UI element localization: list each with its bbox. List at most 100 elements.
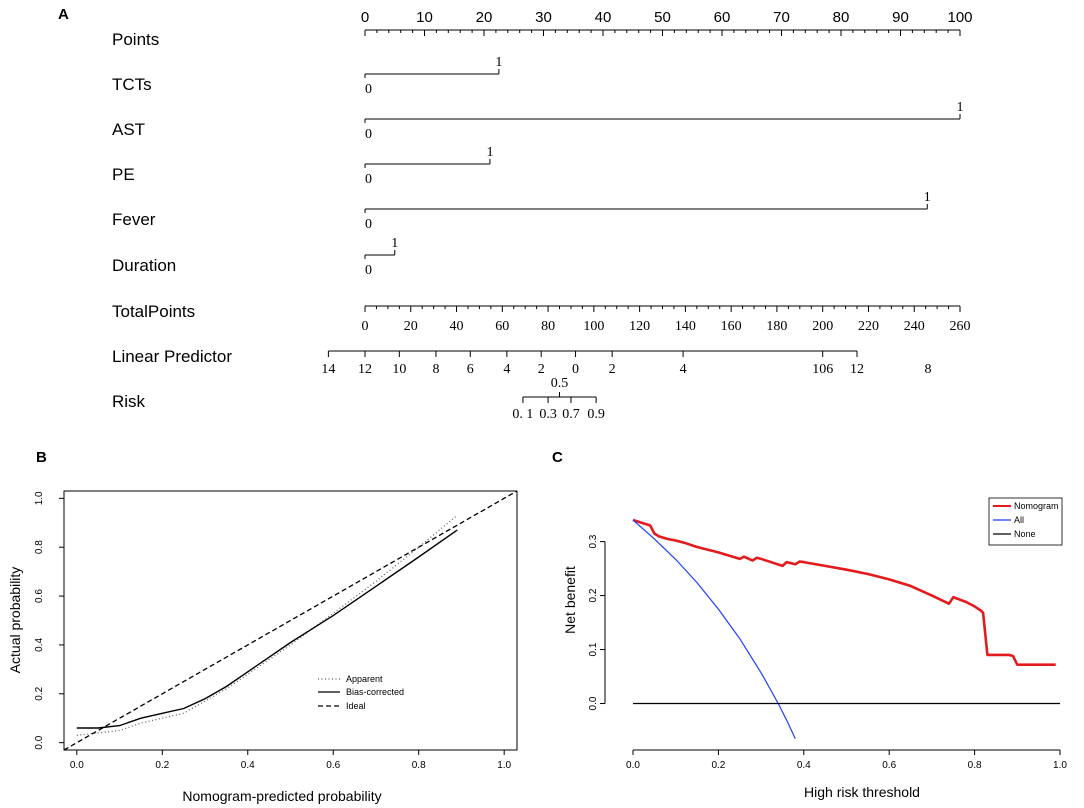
decision-x-tick-label: 0.6 (882, 760, 896, 771)
points-axis-tick-label: 50 (654, 9, 671, 26)
decision-curve-panel: High risk threshold Net benefit Nomogram… (562, 497, 1067, 800)
calibration-x-tick-label: 0.4 (241, 760, 255, 771)
decision-y-tick-label: 0.0 (588, 696, 599, 710)
calibration-y-tick-label: 0.2 (34, 686, 45, 700)
points-axis-tick-label: 0 (361, 9, 369, 26)
nomogram-level-label-fever: 1 (924, 190, 931, 205)
total-points-tick-label: 200 (812, 319, 833, 334)
nomogram-level-label-fever: 0 (365, 217, 372, 232)
panel-label-c: C (552, 449, 563, 466)
points-axis-tick-label: 10 (416, 9, 433, 26)
panel-label-a: A (58, 6, 69, 23)
total-points-tick-label: 40 (450, 319, 464, 334)
decision-x-tick-label: 0.4 (797, 760, 811, 771)
calibration-y-tick-label: 0.0 (34, 735, 45, 749)
total-points-tick-label: 60 (495, 319, 509, 334)
decision-x-tick-label: 0.2 (711, 760, 725, 771)
calibration-y-tick-label: 0.4 (34, 638, 45, 652)
nomogram-variable-ast: AST (112, 120, 145, 139)
total-points-tick-label: 0 (362, 319, 369, 334)
linear-predictor-tick-label: 4 (503, 362, 510, 377)
decision-x-tick-label: 1.0 (1053, 760, 1067, 771)
linear-predictor-tick-label: 14 (321, 362, 335, 377)
nomogram-variable-linear-predictor: Linear Predictor (112, 347, 232, 366)
points-axis-tick-label: 30 (535, 9, 552, 26)
decision-y-tick-label: 0.3 (588, 534, 599, 548)
nomogram-level-label-duration: 1 (391, 236, 398, 251)
legend-label-nomogram: Nomogram (1014, 501, 1059, 511)
total-points-tick-label: 220 (858, 319, 879, 334)
risk-axis-tick-label: 0.9 (587, 407, 605, 422)
total-points-tick-label: 180 (766, 319, 787, 334)
nomogram-variable-duration: Duration (112, 256, 176, 275)
total-points-tick-label: 80 (541, 319, 555, 334)
legend-label-all: All (1014, 515, 1024, 525)
calibration-series-ideal (63, 490, 518, 751)
risk-axis-tick-label: 0.7 (562, 407, 580, 422)
decision-y-label: Net benefit (562, 566, 578, 634)
calibration-y-label: Actual probability (7, 567, 23, 674)
linear-predictor-tick-label: 106 (812, 362, 833, 377)
linear-predictor-tick-label: 0 (572, 362, 579, 377)
total-points-tick-label: 160 (721, 319, 742, 334)
decision-series-nomogram (632, 518, 1056, 667)
calibration-plot-frame (63, 490, 518, 751)
linear-predictor-tick-label: 12 (358, 362, 372, 377)
nomogram-variable-fever: Fever (112, 210, 156, 229)
calibration-y-tick-label: 0.8 (34, 540, 45, 554)
linear-predictor-tick-label: 4 (680, 362, 687, 377)
linear-predictor-tick-label: 12 (850, 362, 864, 377)
legend-label-ideal: Ideal (346, 701, 366, 711)
points-axis-tick-label: 20 (476, 9, 493, 26)
points-axis-tick-label: 100 (947, 9, 972, 26)
nomogram-variable-pe: PE (112, 165, 135, 184)
points-axis-tick-label: 60 (714, 9, 731, 26)
linear-predictor-tick-label: 10 (392, 362, 406, 377)
nomogram-variable-totalpoints: TotalPoints (112, 302, 195, 321)
decision-y-tick-label: 0.1 (588, 642, 599, 656)
legend-label-bias-corrected: Bias-corrected (346, 687, 404, 697)
panel-label-b: B (36, 449, 47, 466)
nomogram-variable-tcts: TCTs (112, 75, 152, 94)
calibration-x-label: Nomogram-predicted probability (182, 788, 381, 804)
calibration-x-tick-label: 1.0 (497, 760, 511, 771)
decision-series-all (632, 519, 796, 739)
linear-predictor-tick-label: 6 (467, 362, 474, 377)
calibration-x-tick-label: 0.2 (155, 760, 169, 771)
total-points-tick-label: 140 (675, 319, 696, 334)
total-points-tick-label: 240 (904, 319, 925, 334)
nomogram-variable-risk: Risk (112, 392, 146, 411)
linear-predictor-tick-label: 2 (538, 362, 545, 377)
calibration-panel: Nomogram-predicted probability Actual pr… (7, 490, 518, 804)
nomogram-level-label-pe: 0 (365, 172, 372, 187)
calibration-y-tick-label: 0.6 (34, 589, 45, 603)
calibration-x-tick-label: 0.8 (412, 760, 426, 771)
nomogram-level-label-ast: 0 (365, 127, 372, 142)
nomogram-level-label-tcts: 0 (365, 82, 372, 97)
points-axis-tick-label: 70 (773, 9, 790, 26)
linear-predictor-tick-label: 8 (924, 362, 931, 377)
decision-x-tick-label: 0.8 (968, 760, 982, 771)
linear-predictor-tick-label: 8 (432, 362, 439, 377)
nomogram-panel: Points TCTs AST PE Fever Duration TotalPoints L… (112, 9, 973, 422)
nomogram-level-label-tcts: 1 (495, 55, 502, 70)
decision-y-tick-label: 0.2 (588, 588, 599, 602)
nomogram-level-label-pe: 1 (486, 145, 493, 160)
calibration-series-bias-corrected (76, 529, 458, 729)
nomogram-variable-points: Points (112, 30, 159, 49)
points-axis-tick-label: 80 (833, 9, 850, 26)
total-points-tick-label: 120 (629, 319, 650, 334)
total-points-tick-label: 20 (404, 319, 418, 334)
risk-axis-tick-label: 0.5 (551, 376, 569, 391)
decision-x-tick-label: 0.0 (626, 760, 640, 771)
decision-x-label: High risk threshold (804, 784, 920, 800)
legend-label-apparent: Apparent (346, 674, 383, 684)
calibration-y-tick-label: 1.0 (34, 491, 45, 505)
risk-axis-tick-label: 0. 1 (512, 407, 533, 422)
nomogram-level-label-duration: 0 (365, 263, 372, 278)
points-axis-tick-label: 90 (892, 9, 909, 26)
total-points-tick-label: 260 (950, 319, 971, 334)
calibration-x-tick-label: 0.6 (326, 760, 340, 771)
points-axis-tick-label: 40 (595, 9, 612, 26)
linear-predictor-tick-label: 2 (609, 362, 616, 377)
